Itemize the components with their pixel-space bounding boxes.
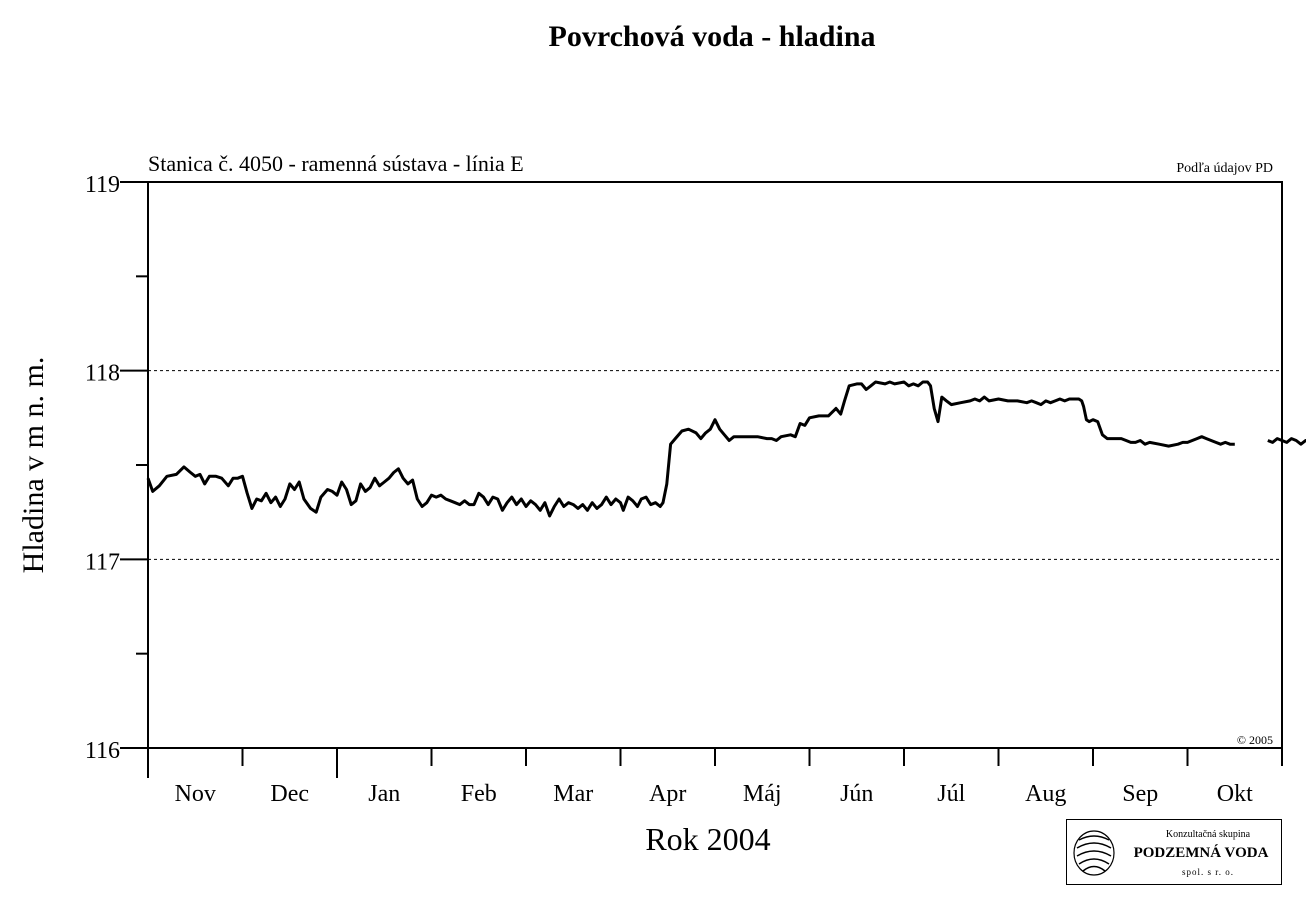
y-tick-label: 116 [85, 738, 120, 764]
logo-wave-icon [1073, 830, 1115, 876]
y-axis: 116 117 118 119 [85, 172, 148, 764]
series-water-level [146, 380, 1306, 518]
x-tick-label: Okt [1217, 781, 1253, 807]
x-axis-label: Rok 2004 [645, 821, 770, 857]
chart-title: Povrchová voda - hladina [549, 20, 876, 53]
source-note: Podľa údajov PD [1176, 161, 1273, 176]
chart-subtitle: Stanica č. 4050 - ramenná sústava - líni… [148, 151, 524, 176]
x-tick-label: Apr [649, 781, 686, 807]
logo-line-3: spol. s r. o. [1181, 867, 1234, 877]
x-tick-label: Júl [937, 781, 965, 807]
plot-frame [147, 181, 1283, 749]
y-axis-label: Hladina v m n. m. [17, 357, 50, 574]
grid-lines [148, 370, 1282, 560]
y-tick-label: 117 [85, 549, 120, 575]
copyright-note: © 2005 [1237, 733, 1273, 747]
series-line [1267, 437, 1306, 446]
x-tick-label: Aug [1025, 781, 1066, 807]
x-tick-label: Nov [175, 781, 216, 807]
y-tick-label: 119 [85, 172, 120, 198]
y-tick-label: 118 [85, 361, 120, 387]
x-tick-label: Máj [743, 781, 782, 807]
x-tick-label: Feb [461, 781, 497, 807]
x-tick-label: Jún [840, 781, 873, 807]
logo-line-1: Konzultačná skupina [1165, 829, 1251, 840]
x-axis: Nov Dec Jan Feb Mar Apr Máj Jún Júl Aug Sep Okt [147, 748, 1283, 807]
series-line [146, 380, 1235, 518]
x-tick-label: Dec [270, 781, 309, 807]
x-tick-label: Mar [553, 781, 593, 807]
logo-line-2: PODZEMNÁ VODA [1133, 845, 1269, 861]
company-logo: Konzultačná skupina PODZEMNÁ VODA spol. … [1066, 819, 1282, 885]
x-tick-label: Jan [368, 781, 400, 807]
x-tick-label: Sep [1122, 781, 1158, 807]
